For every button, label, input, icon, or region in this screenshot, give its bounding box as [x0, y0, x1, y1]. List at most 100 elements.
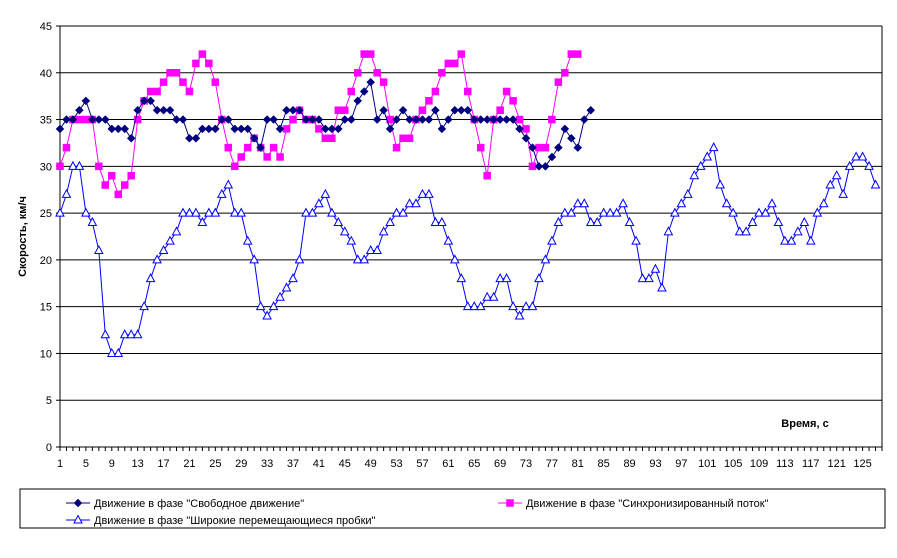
data-point	[55, 207, 65, 217]
data-point	[94, 115, 104, 124]
data-point	[229, 207, 240, 217]
data-point	[605, 207, 615, 217]
data-point	[146, 96, 155, 106]
data-point	[133, 115, 142, 124]
data-point	[385, 124, 395, 134]
data-point	[320, 188, 331, 198]
data-point	[476, 143, 485, 152]
data-point	[217, 115, 227, 124]
data-point	[496, 106, 504, 114]
data-point	[418, 115, 427, 124]
data-point	[379, 78, 388, 86]
data-point	[269, 115, 278, 124]
data-point	[534, 161, 544, 171]
y-tick-label: 40	[40, 68, 52, 80]
series-triangle	[55, 142, 881, 357]
data-point	[695, 160, 706, 170]
data-point	[113, 347, 124, 357]
data-point	[333, 216, 344, 226]
data-point	[541, 161, 550, 171]
data-point	[359, 87, 369, 96]
data-point	[464, 87, 472, 96]
data-point	[431, 105, 440, 115]
data-point	[282, 105, 291, 115]
legend-marker	[73, 498, 83, 508]
data-point	[275, 124, 285, 134]
data-point	[159, 105, 168, 115]
data-point	[289, 115, 297, 124]
data-point	[145, 273, 156, 283]
data-point	[598, 207, 609, 217]
data-point	[469, 301, 480, 311]
data-point	[450, 105, 460, 115]
data-point	[541, 143, 550, 152]
data-point	[392, 143, 401, 152]
data-point	[572, 198, 583, 208]
data-point	[747, 216, 758, 226]
data-point	[185, 87, 194, 96]
x-tick-label: 105	[724, 458, 742, 470]
data-point	[256, 143, 265, 152]
data-point	[166, 69, 174, 77]
data-point	[579, 115, 589, 124]
legend-box	[19, 488, 886, 529]
data-point	[275, 291, 285, 301]
series-line	[59, 52, 578, 196]
data-point	[81, 207, 91, 217]
data-point	[210, 207, 221, 217]
data-point	[249, 254, 260, 264]
x-tick-label: 9	[109, 458, 115, 470]
data-point	[566, 207, 577, 217]
data-point	[553, 216, 564, 226]
data-point	[198, 50, 207, 58]
data-point	[870, 179, 881, 189]
data-point	[456, 273, 467, 283]
data-point	[333, 124, 343, 134]
data-point	[263, 153, 271, 161]
data-point	[301, 115, 311, 124]
data-point	[100, 115, 110, 124]
data-point	[631, 235, 641, 245]
data-point	[152, 105, 162, 115]
data-point	[210, 124, 220, 134]
data-point	[68, 160, 78, 170]
data-point	[734, 226, 745, 236]
x-tick-label: 97	[675, 458, 687, 470]
data-point	[482, 115, 492, 124]
data-point	[425, 97, 433, 105]
data-point	[81, 96, 91, 106]
legend-label: Движение в фазе "Синхронизированный пото…	[526, 498, 769, 510]
data-point	[197, 216, 208, 226]
data-point	[205, 59, 213, 68]
data-point	[184, 207, 195, 217]
data-point	[509, 97, 517, 105]
data-point	[165, 235, 175, 245]
y-tick-label: 45	[40, 21, 52, 33]
data-point	[216, 188, 227, 198]
x-tick-label: 81	[572, 458, 584, 470]
data-point	[418, 106, 427, 114]
data-point	[113, 124, 123, 134]
x-tick-label: 121	[828, 458, 846, 470]
data-point	[346, 115, 356, 124]
data-point	[805, 235, 816, 245]
data-point	[294, 254, 305, 264]
data-point	[126, 133, 136, 143]
data-point	[417, 188, 428, 198]
data-point	[366, 50, 375, 58]
data-point	[119, 329, 130, 339]
data-point	[554, 143, 563, 152]
x-tick-label: 37	[287, 458, 299, 470]
data-point	[443, 235, 454, 245]
data-point	[721, 198, 732, 208]
data-point	[341, 106, 349, 114]
data-point	[476, 115, 486, 124]
data-point	[411, 198, 421, 208]
data-point	[87, 216, 98, 226]
data-point	[818, 198, 829, 208]
data-point	[301, 207, 311, 217]
data-point	[262, 115, 272, 124]
data-point	[126, 329, 137, 339]
data-point	[508, 115, 518, 124]
